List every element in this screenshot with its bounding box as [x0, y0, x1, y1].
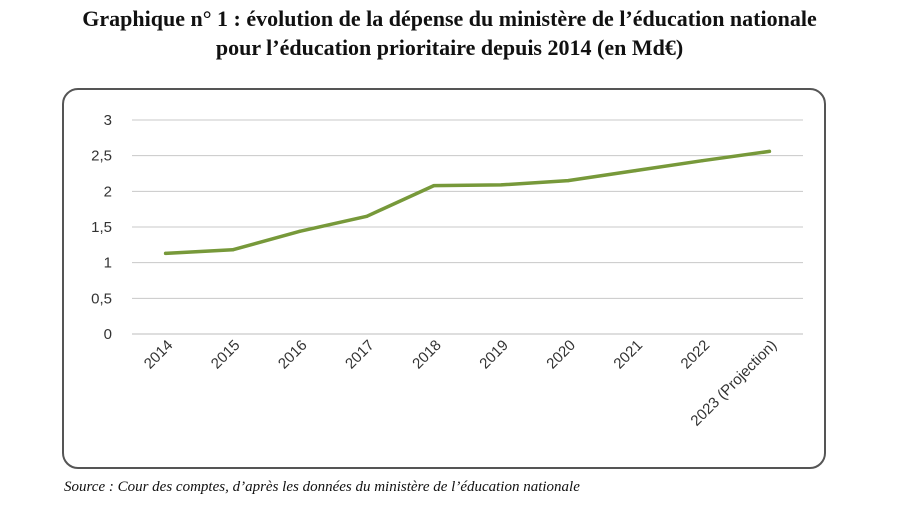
source-note: Source : Cour des comptes, d’après les d… [64, 479, 580, 495]
chart-title: Graphique n° 1 : évolution de la dépense… [0, 4, 899, 62]
x-tick-label: 2021 [610, 337, 646, 373]
chart-title-line-2: pour l’éducation prioritaire depuis 2014… [215, 35, 684, 60]
y-tick-label: 3 [104, 112, 112, 129]
data-point [432, 184, 436, 188]
y-tick-label: 1,5 [91, 219, 112, 236]
data-point [298, 229, 302, 233]
data-point [566, 179, 570, 183]
y-tick-label: 0,5 [91, 290, 112, 307]
y-tick-label: 2,5 [91, 148, 112, 165]
y-tick-label: 0 [104, 326, 112, 343]
x-tick-label: 2015 [208, 337, 244, 373]
x-tick-label: 2017 [342, 337, 378, 373]
series-line [163, 149, 772, 256]
x-tick-label: 2019 [476, 337, 512, 373]
data-point [163, 251, 168, 255]
x-tick-label: 2020 [543, 337, 579, 373]
data-point [499, 183, 503, 187]
data-point [700, 159, 704, 163]
x-tick-label: 2016 [275, 337, 311, 373]
chart-title-line-1: Graphique n° 1 : évolution de la dépense… [82, 6, 817, 31]
x-tick-label: 2022 [678, 337, 714, 373]
x-tick-label: 2018 [409, 337, 445, 373]
y-tick-label: 1 [104, 255, 112, 272]
chart-frame [62, 88, 826, 469]
data-point [365, 214, 369, 218]
data-point [633, 169, 637, 173]
x-tick-label: 2014 [141, 337, 177, 373]
data-point [767, 149, 772, 153]
y-tick-label: 2 [104, 183, 112, 200]
data-point [231, 248, 235, 252]
